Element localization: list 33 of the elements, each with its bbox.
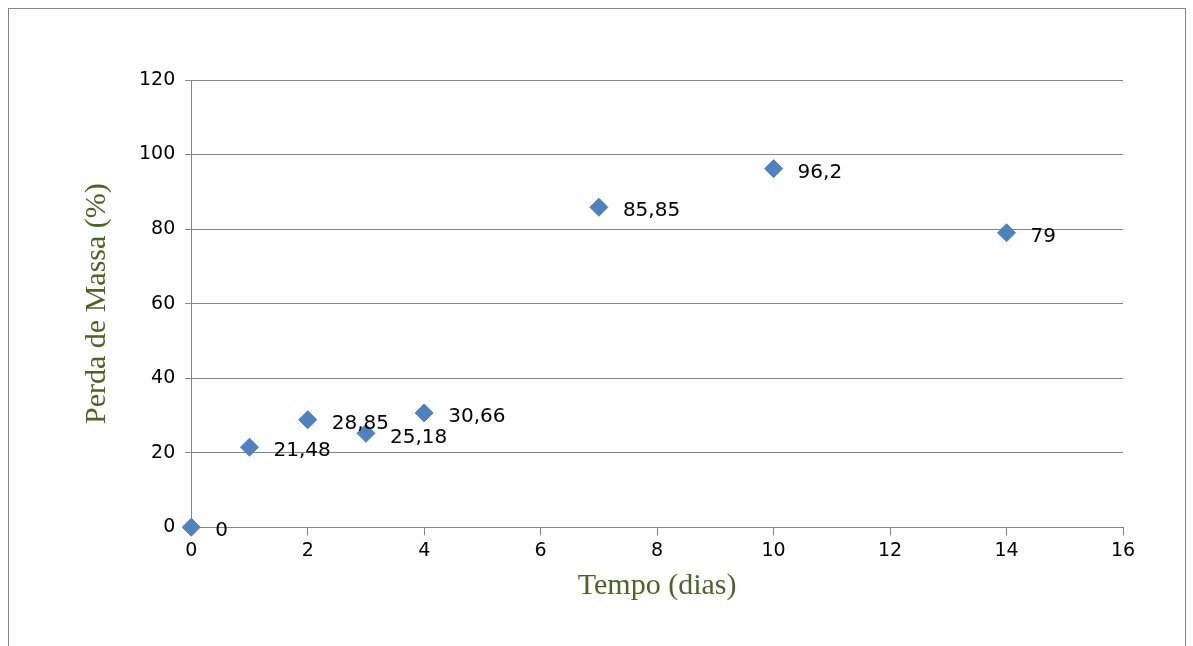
point [764, 159, 784, 179]
data-label: 28,85 [331, 409, 389, 434]
x-tick-label: 6 [534, 537, 547, 560]
x-tick-label: 10 [761, 537, 786, 560]
data-label: 21,48 [273, 437, 331, 462]
x-axis-title: Tempo (dias) [577, 566, 737, 601]
x-tick-label: 2 [301, 537, 314, 560]
y-tick-label: 60 [151, 290, 176, 313]
point [240, 437, 259, 457]
point [414, 403, 434, 423]
x-tick-label: 8 [651, 537, 664, 560]
y-tick-label: 100 [139, 141, 176, 164]
point [181, 517, 201, 537]
y-tick-label: 80 [151, 216, 176, 238]
y-tick-label: 120 [139, 66, 176, 89]
y-tick-label: 20 [151, 439, 176, 462]
data-label: 30,66 [448, 403, 506, 428]
x-tick-label: 14 [994, 537, 1019, 560]
x-tick-label: 4 [418, 537, 431, 560]
data-label: 0 [215, 517, 228, 542]
data-label: 96,2 [797, 158, 843, 183]
point [997, 223, 1017, 243]
x-tick-label: 12 [877, 537, 903, 560]
x-tick-label: 0 [185, 537, 198, 560]
data-label: 85,85 [622, 197, 681, 222]
data-label: 25,18 [389, 423, 448, 448]
data-label: 79 [1030, 223, 1056, 247]
y-tick-label: 0 [163, 514, 176, 537]
y-axis-title: Perda de Massa (%) [77, 183, 112, 424]
point [589, 197, 609, 217]
y-tick-label: 40 [151, 365, 176, 388]
point [298, 410, 318, 430]
x-tick-label: 16 [1110, 537, 1136, 560]
